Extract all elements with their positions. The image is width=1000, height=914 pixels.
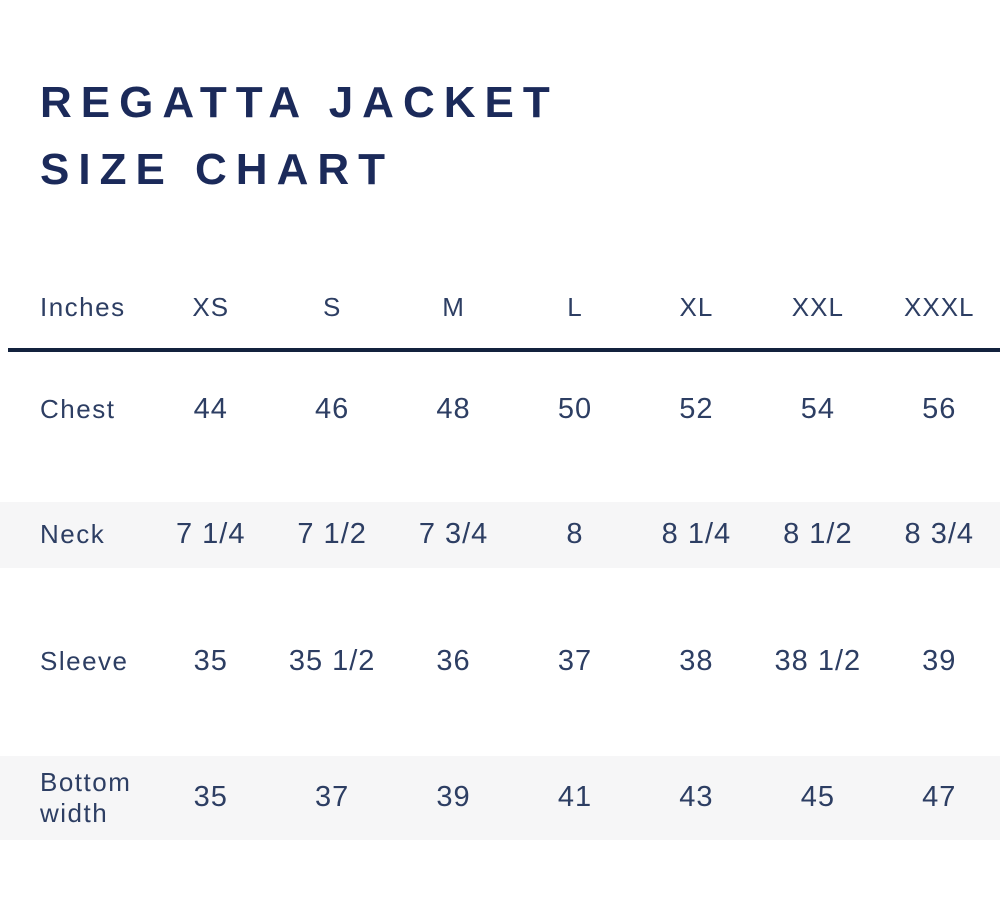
column-header-l: L [567,292,583,323]
cell-bottom-width-xxl: 45 [800,781,835,814]
table-row-sleeve: Sleeve 35 35 1/2 36 37 38 38 1/2 39 [0,568,1000,756]
column-header-m: M [442,292,465,323]
cell-bottom-width-s: 37 [315,781,350,814]
column-header-xl: XL [679,292,714,323]
cell-chest-xxxl: 56 [922,393,957,426]
cell-chest-l: 50 [557,393,593,426]
cell-bottom-width-xl: 43 [679,781,714,814]
cell-bottom-width-xs: 35 [193,781,228,814]
page-title-line-1: REGATTA JACKET [40,78,559,127]
cell-sleeve-xxl: 38 1/2 [774,645,862,678]
cell-sleeve-s: 35 1/2 [288,645,376,678]
cell-sleeve-xl: 38 [679,645,714,678]
cell-sleeve-xxxl: 39 [922,645,957,678]
cell-chest-xs: 44 [193,393,228,426]
column-header-s: S [322,292,342,323]
cell-neck-xxl: 8 1/2 [783,518,853,551]
column-header-xs: XS [192,292,230,323]
cell-sleeve-l: 37 [557,645,593,678]
page-title-line-2: SIZE CHART [40,144,394,194]
page-title: REGATTA JACKET SIZE CHART [40,70,960,204]
header-divider [8,347,1000,352]
cell-sleeve-m: 36 [436,645,471,678]
cell-bottom-width-l: 41 [557,781,593,814]
cell-chest-m: 48 [436,393,471,426]
cell-neck-l: 8 [566,518,584,551]
unit-header: Inches [40,292,126,323]
cell-sleeve-xs: 35 [193,645,228,678]
table-header-row: Inches XS S M L XL XXL XXXL [0,268,1000,348]
row-label-neck: Neck [40,519,106,550]
column-header-xxl: XXL [791,292,844,323]
cell-neck-s: 7 1/2 [297,518,367,551]
size-chart-table: Inches XS S M L XL XXL XXXL Chest 44 46 … [0,268,1000,840]
cell-neck-xxxl: 8 3/4 [904,518,975,551]
cell-bottom-width-m: 39 [436,781,471,814]
cell-neck-m: 7 3/4 [418,518,489,551]
column-header-xxxl: XXXL [904,292,975,323]
row-label-bottom-width: Bottom width [40,767,132,828]
cell-bottom-width-xxxl: 47 [922,781,957,814]
cell-chest-xxl: 54 [800,393,835,426]
cell-chest-xl: 52 [679,393,714,426]
table-row-neck: Neck 7 1/4 7 1/2 7 3/4 8 8 1/4 8 1/2 8 3… [0,501,1000,568]
row-label-sleeve: Sleeve [40,646,129,677]
row-label-chest: Chest [40,394,116,425]
cell-neck-xl: 8 1/4 [661,518,732,551]
cell-chest-s: 46 [315,393,350,426]
table-row-bottom-width: Bottom width 35 37 39 41 43 45 47 [0,755,1000,840]
cell-neck-xs: 7 1/4 [175,518,246,551]
table-row-chest: Chest 44 46 48 50 52 54 56 [0,352,1000,468]
